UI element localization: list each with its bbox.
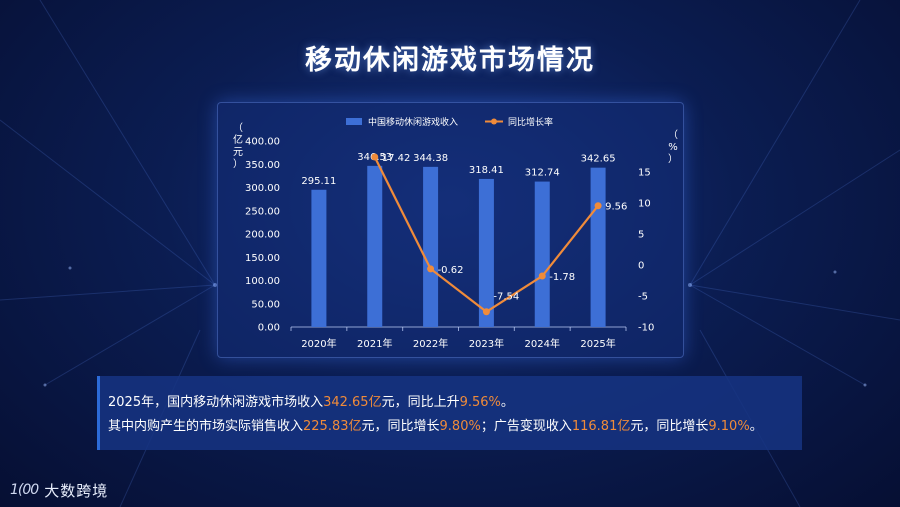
y-right-tick-label: -10 bbox=[638, 323, 654, 334]
legend-label: 同比增长率 bbox=[508, 116, 553, 128]
highlight-value: 116.81亿 bbox=[571, 419, 631, 434]
summary-note: 2025年，国内移动休闲游戏市场收入342.65亿元，同比上升9.56%。 其中… bbox=[97, 376, 802, 450]
legend-line-marker bbox=[491, 118, 497, 125]
bar-data-label: 344.38 bbox=[413, 153, 448, 164]
line-data-label: -0.62 bbox=[438, 265, 464, 276]
y-left-tick-label: 150.00 bbox=[245, 253, 280, 264]
y-right-axis-title-char: ） bbox=[668, 153, 678, 165]
highlight-value: 9.80% bbox=[439, 419, 481, 434]
x-tick-label: 2025年 bbox=[580, 337, 615, 350]
growth-point bbox=[594, 202, 602, 210]
summary-text: 2025年，国内移动休闲游戏市场收入 bbox=[108, 395, 324, 410]
summary-text: 。 bbox=[749, 419, 763, 434]
y-right-tick-label: 15 bbox=[638, 168, 651, 179]
growth-point bbox=[538, 272, 546, 280]
summary-line-2: 其中内购产生的市场实际销售收入225.83亿元，同比增长9.80%；广告变现收入… bbox=[108, 415, 802, 439]
x-tick-label: 2024年 bbox=[525, 337, 560, 350]
bar bbox=[590, 167, 606, 327]
page-title: 移动休闲游戏市场情况 bbox=[305, 45, 595, 76]
y-right-tick-label: 0 bbox=[638, 261, 644, 272]
y-left-axis-title-char: ） bbox=[233, 158, 243, 170]
x-tick-label: 2021年 bbox=[357, 337, 392, 350]
line-data-label: 17.42 bbox=[382, 153, 411, 164]
y-left-tick-label: 300.00 bbox=[245, 183, 280, 194]
y-left-tick-label: 100.00 bbox=[245, 276, 280, 287]
logo-text: 大数跨境 bbox=[44, 481, 109, 500]
bar-data-label: 318.41 bbox=[469, 165, 504, 176]
y-right-tick-label: 10 bbox=[638, 199, 651, 210]
y-left-tick-label: 0.00 bbox=[258, 323, 280, 334]
y-left-axis-title-char: 元 bbox=[233, 147, 243, 158]
y-left-tick-label: 400.00 bbox=[245, 137, 280, 148]
summary-text: 元，同比增长 bbox=[630, 419, 709, 434]
bar-data-label: 312.74 bbox=[525, 168, 560, 179]
y-right-axis-title-char: （ bbox=[668, 129, 678, 141]
highlight-value: 9.56% bbox=[459, 395, 501, 410]
logo-mark-icon: 1(00 bbox=[10, 482, 39, 498]
bar bbox=[367, 165, 383, 327]
combo-chart: 中国移动休闲游戏收入 同比增长率（亿元）（%）0.0050.00100.00150… bbox=[233, 116, 678, 350]
y-right-axis-title-char: % bbox=[668, 142, 678, 153]
summary-text: 其中内购产生的市场实际销售收入 bbox=[108, 419, 304, 434]
y-left-tick-label: 50.00 bbox=[251, 299, 280, 310]
bar bbox=[311, 189, 327, 327]
highlight-value: 9.10% bbox=[708, 419, 750, 434]
growth-point bbox=[482, 308, 490, 316]
bar-data-label: 342.65 bbox=[581, 154, 616, 165]
brand-logo: 1(00 大数跨境 bbox=[10, 478, 108, 502]
x-tick-label: 2023年 bbox=[469, 337, 504, 350]
x-tick-label: 2022年 bbox=[413, 337, 448, 350]
legend-bar-swatch bbox=[346, 118, 362, 125]
summary-text: ；广告变现收入 bbox=[480, 419, 572, 434]
y-left-tick-label: 200.00 bbox=[245, 230, 280, 241]
y-left-axis-title-char: 亿 bbox=[233, 133, 243, 146]
line-data-label: 9.56 bbox=[605, 202, 627, 213]
legend-label: 中国移动休闲游戏收入 bbox=[368, 116, 458, 128]
bar bbox=[478, 178, 494, 327]
bar bbox=[423, 166, 439, 327]
growth-point bbox=[371, 153, 379, 161]
y-left-axis-title-char: （ bbox=[233, 122, 243, 134]
line-data-label: -1.78 bbox=[549, 272, 575, 283]
summary-text: 元，同比上升 bbox=[381, 395, 460, 410]
line-data-label: -7.54 bbox=[493, 292, 519, 303]
y-right-tick-label: 5 bbox=[638, 230, 644, 241]
growth-point bbox=[427, 265, 435, 273]
highlight-value: 225.83亿 bbox=[303, 419, 362, 434]
x-tick-label: 2020年 bbox=[301, 337, 336, 350]
y-right-tick-label: -5 bbox=[638, 292, 648, 303]
summary-text: 元，同比增长 bbox=[361, 419, 440, 434]
bar bbox=[534, 181, 550, 327]
y-left-tick-label: 250.00 bbox=[245, 206, 280, 217]
y-left-tick-label: 350.00 bbox=[245, 160, 280, 171]
summary-line-1: 2025年，国内移动休闲游戏市场收入342.65亿元，同比上升9.56%。 bbox=[108, 391, 802, 415]
summary-text: 。 bbox=[500, 395, 514, 410]
bar-data-label: 295.11 bbox=[301, 176, 336, 187]
chart-panel: 中国移动休闲游戏收入 同比增长率（亿元）（%） 0.00 50.00 100.00 150… bbox=[217, 102, 684, 358]
highlight-value: 342.65亿 bbox=[323, 395, 382, 410]
